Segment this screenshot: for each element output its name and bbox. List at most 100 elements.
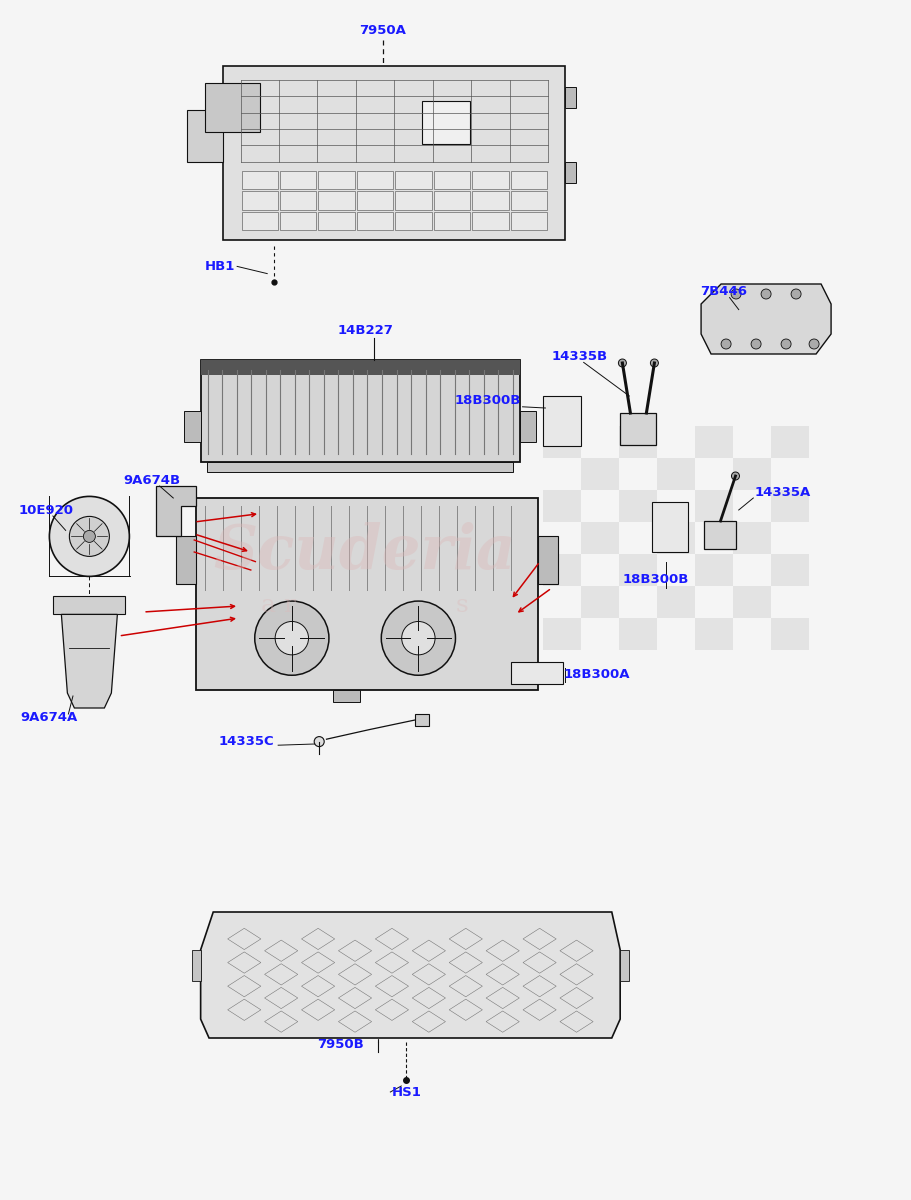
Text: HB1: HB1 (205, 260, 235, 272)
Text: 14B227: 14B227 (337, 324, 393, 336)
Circle shape (69, 516, 109, 557)
Text: 18B300A: 18B300A (563, 668, 630, 680)
Circle shape (721, 338, 731, 349)
Bar (196, 498, 537, 690)
Circle shape (780, 338, 790, 349)
Circle shape (731, 472, 739, 480)
Bar (318, 170, 354, 190)
Bar (618, 426, 656, 458)
Bar (207, 462, 513, 472)
Circle shape (381, 601, 455, 676)
Bar (205, 84, 260, 132)
Bar (184, 410, 200, 442)
Bar (656, 586, 694, 618)
Bar (542, 618, 580, 650)
Text: 18B300B: 18B300B (454, 395, 520, 407)
Text: 9A674A: 9A674A (20, 712, 77, 724)
Circle shape (808, 338, 818, 349)
Bar (510, 170, 547, 190)
Bar (200, 360, 519, 376)
Bar (510, 211, 547, 230)
Circle shape (83, 530, 96, 542)
Bar (703, 521, 736, 550)
Text: 14335B: 14335B (551, 350, 608, 362)
Bar (732, 522, 770, 554)
Bar (770, 618, 808, 650)
Bar (542, 396, 580, 446)
Bar (510, 191, 547, 210)
Polygon shape (200, 912, 619, 1038)
Bar (191, 950, 200, 982)
Bar (200, 360, 519, 462)
Bar (395, 211, 432, 230)
Circle shape (275, 622, 308, 655)
Circle shape (618, 359, 626, 367)
Text: HS1: HS1 (392, 1086, 422, 1098)
Circle shape (314, 737, 323, 746)
Polygon shape (61, 614, 118, 708)
Text: Scuderia: Scuderia (213, 522, 516, 582)
Text: 7950B: 7950B (317, 1038, 363, 1050)
Text: 14335A: 14335A (753, 486, 810, 498)
Circle shape (761, 289, 770, 299)
Text: 18B300B: 18B300B (622, 574, 689, 586)
Text: a r                    s: a r s (261, 594, 468, 618)
Circle shape (731, 289, 741, 299)
Bar (580, 522, 618, 554)
Bar (241, 191, 278, 210)
Text: 7950A: 7950A (359, 24, 406, 36)
Bar (618, 618, 656, 650)
Text: 10E920: 10E920 (18, 504, 73, 516)
Bar (223, 66, 565, 240)
Circle shape (751, 338, 761, 349)
Bar (770, 426, 808, 458)
Bar (537, 536, 558, 584)
Circle shape (790, 289, 800, 299)
Bar (54, 596, 125, 614)
Bar (565, 86, 576, 108)
Bar (619, 413, 656, 445)
Bar (434, 211, 470, 230)
Bar (318, 191, 354, 210)
Bar (241, 170, 278, 190)
Bar (472, 211, 508, 230)
Bar (421, 101, 469, 144)
Circle shape (254, 601, 329, 676)
Bar (187, 109, 223, 162)
Bar (280, 211, 316, 230)
Bar (472, 170, 508, 190)
Bar (519, 410, 536, 442)
Bar (694, 618, 732, 650)
Bar (732, 586, 770, 618)
Bar (580, 586, 618, 618)
Bar (656, 458, 694, 490)
Bar (619, 950, 629, 982)
Bar (694, 554, 732, 586)
Bar (651, 502, 687, 552)
Bar (415, 714, 428, 726)
Bar (770, 490, 808, 522)
Bar (694, 490, 732, 522)
Bar (694, 426, 732, 458)
Bar (280, 191, 316, 210)
Bar (542, 490, 580, 522)
Bar (176, 536, 196, 584)
Bar (241, 211, 278, 230)
Bar (770, 554, 808, 586)
Bar (472, 191, 508, 210)
Bar (434, 170, 470, 190)
Polygon shape (156, 486, 196, 536)
Bar (542, 554, 580, 586)
Text: 14335C: 14335C (219, 736, 274, 748)
Bar (732, 458, 770, 490)
Polygon shape (701, 284, 830, 354)
Bar (395, 170, 432, 190)
Bar (580, 458, 618, 490)
Circle shape (49, 497, 129, 576)
Bar (280, 170, 316, 190)
Text: 9A674B: 9A674B (123, 474, 180, 486)
Bar (356, 211, 393, 230)
Text: 7B446: 7B446 (700, 286, 747, 298)
Bar (333, 690, 360, 702)
Circle shape (650, 359, 658, 367)
